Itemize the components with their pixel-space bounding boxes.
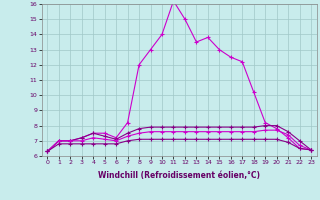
X-axis label: Windchill (Refroidissement éolien,°C): Windchill (Refroidissement éolien,°C)	[98, 171, 260, 180]
